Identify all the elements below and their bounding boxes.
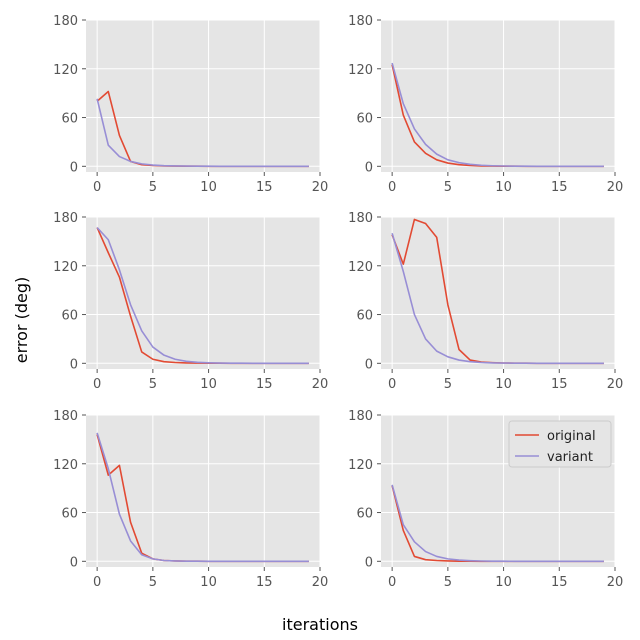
x-tick-label: 20 (607, 180, 624, 195)
series-line-variant (96, 432, 309, 563)
y-axis-label: error (deg) (12, 277, 31, 363)
y-tick-label: 180 (53, 14, 78, 29)
legend-label-original: original (547, 429, 596, 444)
x-tick-label: 0 (93, 377, 101, 392)
x-tick-label: 0 (93, 180, 101, 195)
x-tick-label: 15 (551, 575, 568, 590)
x-tick-label: 0 (388, 575, 396, 590)
legend-label-variant: variant (547, 450, 593, 465)
y-tick-label: 180 (348, 211, 373, 226)
x-tick-label: 10 (200, 180, 217, 195)
legend: original variant (508, 420, 612, 468)
x-tick-label: 5 (149, 180, 157, 195)
x-tick-label: 10 (495, 180, 512, 195)
x-tick-label: 0 (388, 377, 396, 392)
y-tick-label: 0 (365, 555, 373, 570)
x-tick-label: 20 (312, 377, 329, 392)
x-tick-label: 15 (551, 180, 568, 195)
panel-row1-col1: 0 5 10 15 20 0 60 120 180 (53, 14, 328, 195)
plot-area (381, 20, 615, 172)
series-line-variant (96, 227, 309, 365)
y-tick-label: 0 (365, 160, 373, 175)
y-tick-label: 60 (356, 507, 373, 522)
y-tick-label: 120 (53, 63, 78, 78)
x-tick-label: 5 (149, 377, 157, 392)
y-tick-label: 0 (70, 357, 78, 372)
panel-row3-col1: 0 5 10 15 20 0 60 120 180 (53, 409, 328, 590)
y-tick-label: 60 (61, 309, 78, 324)
x-tick-label: 5 (444, 575, 452, 590)
y-tick-label: 180 (348, 409, 373, 424)
x-tick-label: 15 (256, 180, 273, 195)
x-tick-label: 10 (200, 377, 217, 392)
x-tick-label: 10 (200, 575, 217, 590)
y-tick-label: 120 (348, 458, 373, 473)
y-tick-label: 120 (53, 458, 78, 473)
panel-row2-col2: 0 5 10 15 20 0 60 120 180 (348, 211, 623, 392)
y-tick-label: 0 (365, 357, 373, 372)
x-tick-label: 20 (607, 377, 624, 392)
y-tick-label: 180 (348, 14, 373, 29)
y-tick-label: 60 (61, 507, 78, 522)
y-tick-label: 60 (356, 112, 373, 127)
x-tick-label: 15 (256, 575, 273, 590)
x-tick-label: 10 (495, 575, 512, 590)
x-tick-label: 5 (444, 180, 452, 195)
panel-row3-col2: 0 5 10 15 20 0 60 120 180 original variant (348, 409, 623, 590)
x-tick-label: 20 (312, 575, 329, 590)
y-tick-label: 0 (70, 555, 78, 570)
y-tick-label: 60 (61, 112, 78, 127)
panel-row1-col2: 0 5 10 15 20 0 60 120 180 (348, 14, 623, 195)
plot-area (86, 20, 320, 172)
x-tick-label: 0 (93, 575, 101, 590)
x-tick-label: 5 (149, 575, 157, 590)
x-tick-label: 15 (551, 377, 568, 392)
y-tick-label: 120 (53, 260, 78, 275)
y-tick-label: 180 (53, 409, 78, 424)
series-line-variant (391, 62, 604, 168)
x-tick-label: 5 (444, 377, 452, 392)
series-line-variant (391, 484, 604, 563)
plot-area (86, 217, 320, 369)
y-tick-label: 60 (356, 309, 373, 324)
x-tick-label: 20 (607, 575, 624, 590)
y-tick-label: 120 (348, 63, 373, 78)
plot-area (381, 217, 615, 369)
y-tick-label: 120 (348, 260, 373, 275)
y-tick-label: 0 (70, 160, 78, 175)
x-tick-label: 20 (312, 180, 329, 195)
x-axis-label: iterations (282, 615, 358, 634)
panels-group: 0 5 10 15 20 0 60 120 180 0 5 10 15 20 0 60 120 180 0 5 10 15… (53, 14, 623, 590)
x-tick-label: 0 (388, 180, 396, 195)
x-tick-label: 10 (495, 377, 512, 392)
series-line-variant (391, 233, 604, 365)
y-tick-label: 180 (53, 211, 78, 226)
panel-row2-col1: 0 5 10 15 20 0 60 120 180 (53, 211, 328, 392)
x-tick-label: 15 (256, 377, 273, 392)
plot-area (86, 415, 320, 567)
series-line-variant (96, 98, 309, 168)
